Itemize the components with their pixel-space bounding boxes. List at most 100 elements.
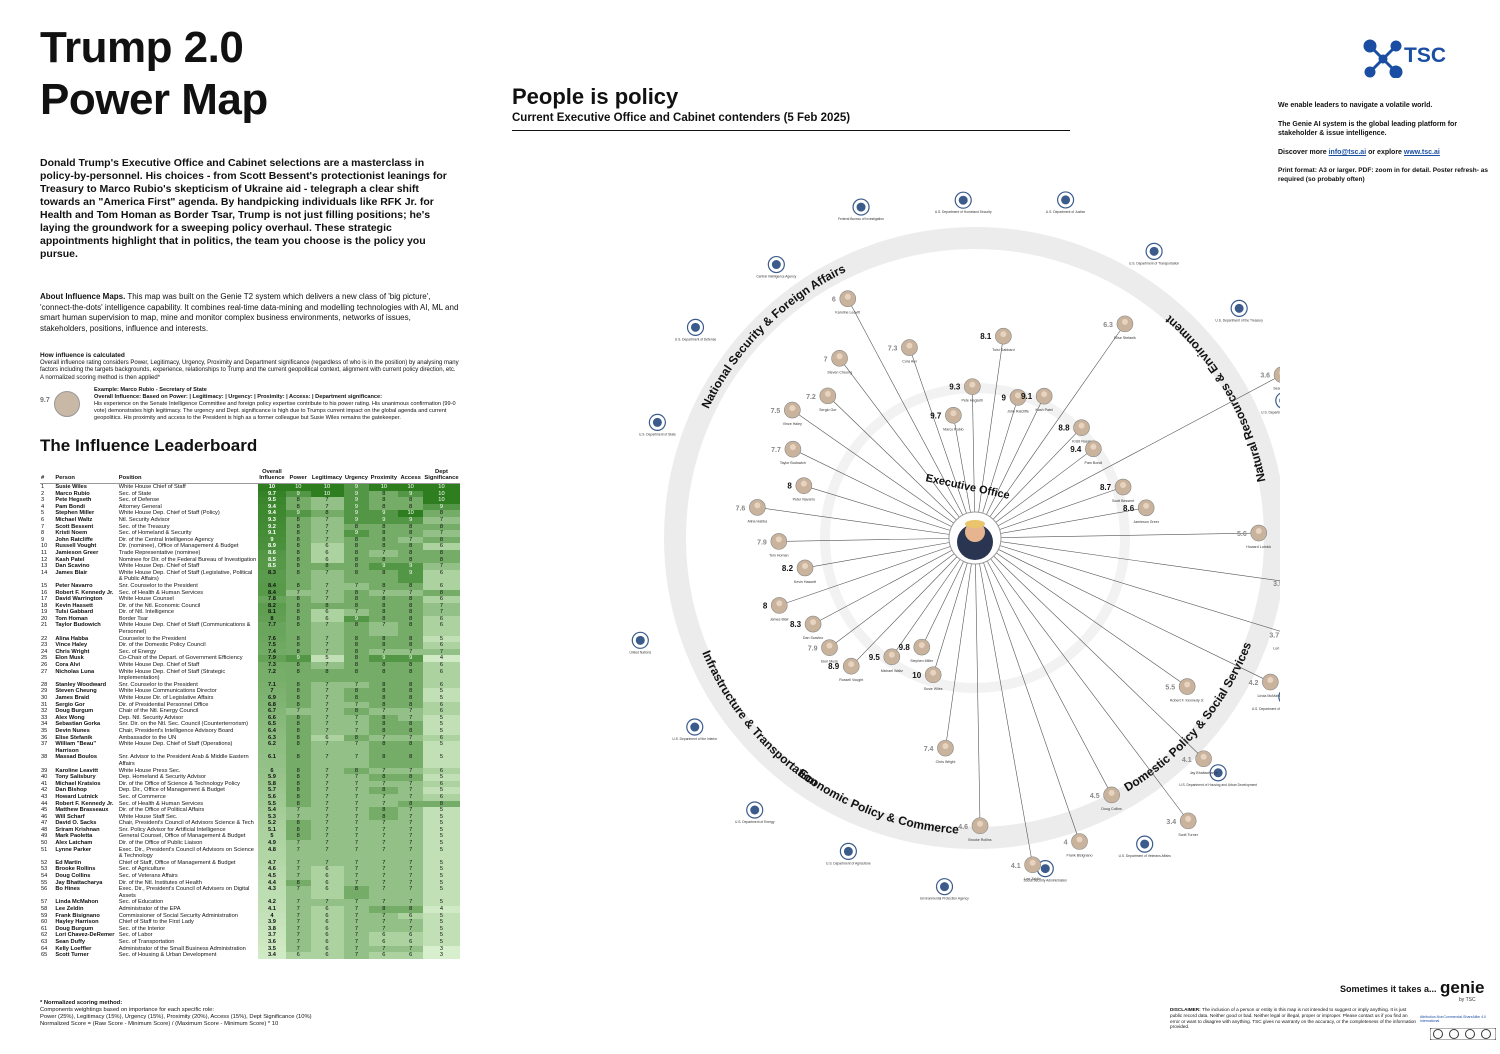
person-node[interactable]: 8.9 Russell Vought	[828, 657, 863, 682]
node-score: 4.1	[1182, 757, 1192, 764]
score-cell: 8	[369, 668, 399, 682]
person-cell: Robert F. Kennedy Jr.	[55, 589, 114, 596]
score-cell: 7	[369, 820, 399, 827]
leaderboard-row: 62 Lori Chavez-DeRemer Sec. of Labor 3.7 7 6 7…	[40, 932, 460, 939]
position-cell: Administrator of the Small Business Admi…	[118, 945, 246, 952]
rank-cell: 26	[41, 662, 48, 669]
person-node[interactable]: 7.2 Sergio Gor	[806, 387, 837, 412]
score-cell: 8	[285, 569, 311, 583]
node-score: 7.2	[806, 394, 816, 401]
person-cell: Elon Musk	[55, 655, 84, 662]
score-cell: 8	[398, 615, 423, 623]
score-cell: 8	[369, 787, 399, 794]
score-cell: 7	[310, 714, 344, 722]
person-node[interactable]: 10 Susie Wiles	[912, 666, 943, 691]
person-node[interactable]: 9.5 Michael Waltz	[869, 648, 903, 673]
person-node[interactable]: 8.2 Kevin Hassett	[782, 559, 816, 584]
position-cell: White House Press Sec.	[118, 767, 181, 774]
person-node[interactable]: 8.7 Scott Bessent	[1100, 478, 1134, 503]
person-node[interactable]: 7 Steven Cheung	[824, 350, 852, 374]
rank-cell: 4	[41, 503, 45, 510]
score-cell: 9	[343, 490, 370, 498]
score-cell: 7	[310, 787, 344, 794]
score-cell: 8.3	[257, 569, 286, 583]
person-node[interactable]: 6 Karoline Leavitt	[832, 290, 860, 315]
example-metrics: Overall Influence: Based on Power: | Leg…	[94, 394, 383, 400]
email-link[interactable]: info@tsc.ai	[1328, 149, 1367, 156]
person-node[interactable]: 8.1 Tulsi Gabbard	[980, 327, 1015, 352]
person-node[interactable]: 7.3 Cora Alvi	[888, 339, 918, 364]
person-node[interactable]: 7.9 Tom Homan	[757, 533, 789, 557]
person-node[interactable]: 3.6 Sean Duffy	[1260, 366, 1280, 391]
leaderboard-row: 1 Susie Wiles White House Chief of Staff 10…	[40, 483, 460, 491]
score-cell: 8	[398, 609, 423, 616]
person-node[interactable]: 7.9 Elon Musk	[808, 639, 838, 664]
score-cell: 7	[310, 648, 344, 656]
person-node[interactable]: 8 James Blair	[763, 597, 790, 621]
person-node[interactable]: 9.4 Pam Bondi	[1070, 440, 1102, 465]
rank-cell: 12	[41, 556, 48, 563]
rank-cell: 11	[41, 549, 47, 556]
position-cell: Ntl. Security Advisor	[118, 516, 170, 523]
person-node[interactable]: 4.1 Lee Zeldin	[1011, 856, 1041, 881]
person-node[interactable]: 4 Frank Bisignano	[1064, 833, 1093, 858]
leaderboard-row: 45 Matthew Brasseaux Dir. of the Office of…	[40, 807, 460, 814]
score-cell: 7	[398, 714, 423, 722]
person-node[interactable]: 3.4 Scott Turner	[1166, 812, 1199, 837]
person-cell: Cora Alvi	[55, 662, 81, 669]
position-cell: White House Counsel	[118, 596, 174, 603]
person-node[interactable]: 4.6 Brooke Rollins	[958, 817, 992, 842]
score-cell: 8	[369, 609, 399, 616]
department-name: U.S. Department of Housing and Urban Dev…	[1179, 783, 1257, 787]
score-cell: 7.9	[257, 655, 286, 663]
person-node[interactable]: 7.4 Chris Wright	[924, 739, 956, 764]
person-node[interactable]: 3.7 Lori Chavez-DeRemer	[1269, 627, 1280, 651]
score-cell: 7	[343, 879, 370, 887]
score-cell: 8	[285, 800, 311, 808]
rank-cell: 42	[41, 787, 48, 794]
leaderboard-header-cell: Person	[54, 466, 118, 484]
scoring-method: * Normalized scoring method: Components …	[40, 1000, 460, 1028]
person-node[interactable]: 9.8 Stephen Miller	[899, 638, 934, 663]
person-node[interactable]: 6.3 Elise Stefanik	[1103, 315, 1136, 340]
person-node[interactable]: 4.1 Jay Bhattacharya	[1182, 750, 1218, 775]
person-node[interactable]: 4.2 Linda McMahon	[1249, 673, 1280, 698]
person-node[interactable]: 8.3 Dan Scavino	[790, 615, 823, 640]
website-link[interactable]: www.tsc.ai	[1403, 149, 1440, 156]
connection-line	[974, 532, 1259, 539]
person-cell: John Ratcliffe	[55, 536, 93, 543]
rank-cell: 18	[41, 602, 48, 609]
score-cell: 7	[343, 925, 370, 933]
score-cell: 8	[285, 833, 311, 841]
leaderboard-row: 15 Peter Navarro Snr. Counselor to the Pre…	[40, 582, 460, 590]
person-cell: Jay Bhattacharya	[55, 879, 103, 886]
person-node[interactable]: 7.6 Alina Habba	[736, 499, 768, 523]
score-cell: 8	[398, 582, 423, 590]
node-score: 9.4	[1070, 445, 1082, 454]
position-cell: Chair, President's Intelligence Advisory…	[118, 727, 234, 734]
leaderboard-row: 57 Linda McMahon Sec. of Education 4.2 7 7 7 7 7…	[40, 899, 460, 906]
person-node[interactable]: 9.7 Marco Rubio	[930, 406, 964, 431]
tsc-logo-icon	[1363, 39, 1403, 78]
person-node[interactable]: 4.5 Doug Collins	[1090, 786, 1122, 811]
person-node[interactable]: 5.6 Howard Lutnick	[1237, 524, 1271, 549]
score-cell: 8	[343, 708, 370, 715]
person-node[interactable]: 8.6 Jamieson Greer	[1123, 499, 1160, 524]
score-cell: 4.6	[257, 866, 286, 874]
score-cell: 5	[422, 635, 460, 643]
person-node[interactable]: 7.5 Vince Haley	[771, 401, 802, 426]
score-cell: 6	[369, 932, 399, 939]
person-node[interactable]: 8.8 Kristi Noem	[1058, 419, 1091, 444]
person-node[interactable]: 8 Peter Navarro	[787, 477, 815, 502]
license-attribution[interactable]: Attribution-NonCommercial-ShareAlike 4.0…	[1420, 1015, 1486, 1023]
leaderboard-row: 3 Pete Hegseth Sec. of Defense 9.5 8 7 9 8 8 10	[40, 497, 460, 504]
person-node[interactable]: 9.1 Kash Patel	[1021, 387, 1053, 412]
score-cell: 8	[398, 543, 423, 550]
person-node[interactable]: 7.7 Taylor Budowich	[771, 440, 806, 465]
person-node[interactable]: 5.5 Robert F. Kennedy Jr.	[1165, 678, 1204, 703]
person-node[interactable]: 9 John Ratcliffe	[1002, 389, 1029, 413]
person-node[interactable]: 9.3 Pete Hegseth	[949, 378, 983, 403]
position-cell: Sec. of Veterans Affairs	[118, 873, 178, 880]
person-node[interactable]: 3.5Kelly Loeffler	[1273, 575, 1280, 599]
score-cell: 8	[343, 668, 370, 682]
